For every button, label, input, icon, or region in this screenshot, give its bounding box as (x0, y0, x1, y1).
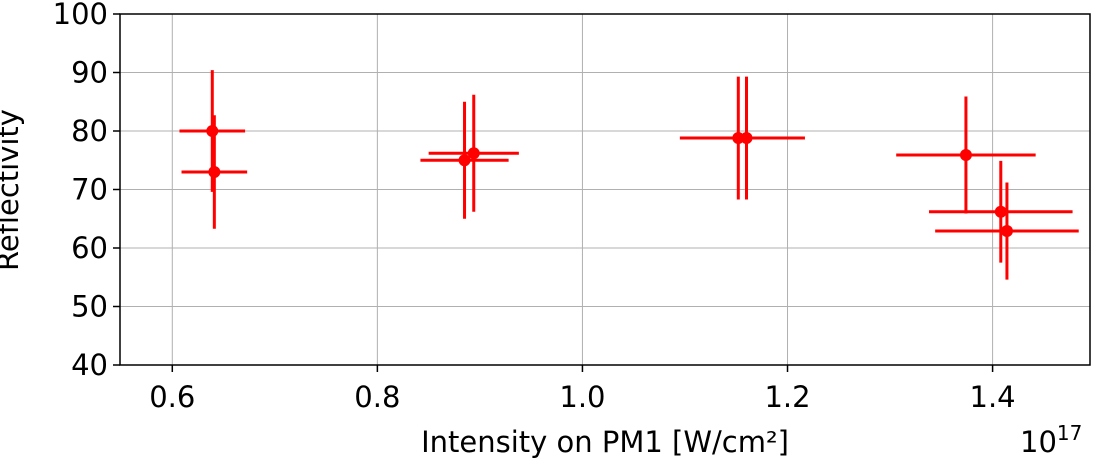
data-point (959, 148, 972, 161)
plot-frame (119, 13, 1091, 366)
offset-base: 10 (1020, 425, 1057, 459)
y-tick-label: 70 (71, 173, 108, 207)
y-tick-label: 50 (71, 290, 108, 324)
y-tick-label: 90 (71, 56, 108, 90)
x-tick-label: 0.6 (149, 380, 195, 414)
data-point (458, 154, 471, 167)
data-point (740, 132, 753, 145)
y-tick-label: 60 (71, 231, 108, 265)
y-axis-label: Reflectivity (0, 109, 25, 271)
data-point (994, 205, 1007, 218)
y-tick-label: 100 (53, 0, 108, 31)
data-point (206, 125, 219, 137)
data-point (1000, 225, 1013, 238)
offset-exponent: 17 (1057, 421, 1082, 445)
x-tick-label: 1.2 (764, 380, 810, 414)
x-axis-label: Intensity on PM1 [W/cm²] (421, 425, 789, 459)
y-tick-label: 80 (71, 114, 108, 148)
y-tick-label: 40 (71, 348, 108, 382)
x-tick-label: 1.4 (970, 380, 1016, 414)
data-point (467, 147, 480, 160)
offset-text: 1017 (1020, 421, 1082, 459)
data-point (208, 165, 221, 178)
x-tick-label: 0.8 (354, 380, 400, 414)
x-tick-label: 1.0 (559, 380, 605, 414)
